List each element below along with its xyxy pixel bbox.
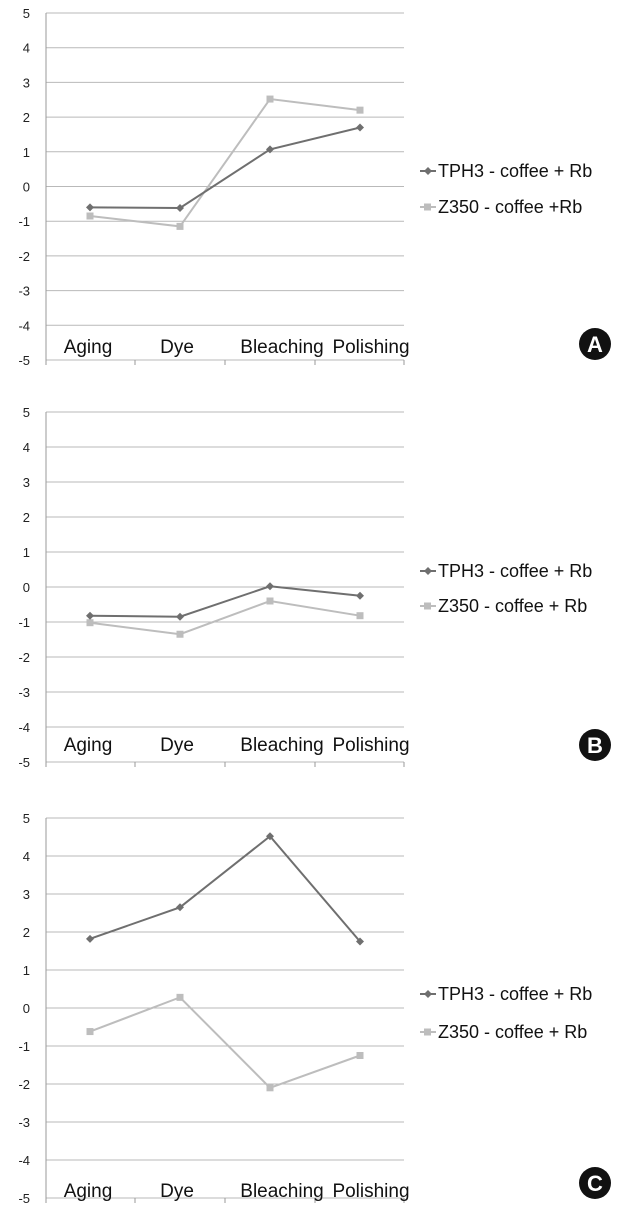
legend-marker-square (424, 602, 431, 610)
series-line-square (89, 996, 361, 1089)
legend-marker-diamond (424, 167, 432, 175)
data-point-square (176, 993, 184, 1001)
y-tick-label: -4 (18, 720, 30, 735)
y-tick-label: 3 (23, 887, 30, 902)
legend-label: TPH3 - coffee + Rb (438, 984, 592, 1004)
y-tick-label: -4 (18, 318, 30, 333)
x-category-label: Dye (160, 1181, 194, 1202)
y-tick-label: -4 (18, 1153, 30, 1168)
x-category-label: Dye (160, 735, 194, 756)
y-tick-label: 5 (23, 811, 30, 826)
series-line-diamond (89, 834, 361, 943)
panel-badge-label: C (587, 1171, 603, 1196)
series-line-square (89, 599, 361, 636)
panel-badge-label: A (587, 332, 603, 357)
data-point-diamond (356, 591, 364, 600)
y-tick-label: 0 (23, 1001, 30, 1016)
y-tick-label: 3 (23, 475, 30, 490)
y-tick-label: 1 (23, 963, 30, 978)
y-tick-label: 0 (23, 580, 30, 595)
legend-label: Z350 - coffee +Rb (438, 197, 582, 217)
y-tick-label: -3 (18, 284, 30, 299)
data-point-diamond (86, 934, 94, 943)
y-tick-label: 5 (23, 405, 30, 420)
data-point-diamond (86, 611, 94, 620)
y-tick-label: 1 (23, 545, 30, 560)
y-tick-label: -1 (18, 214, 30, 229)
y-tick-label: -3 (18, 1115, 30, 1130)
legend-label: TPH3 - coffee + Rb (438, 561, 592, 581)
legend-label: Z350 - coffee + Rb (438, 1022, 587, 1042)
chart-panel-c: -5 -4 -3 -2 -1 0 1 2 3 4 5 Aging Dye Bleaching Polishi… (18, 811, 611, 1205)
legend-marker-square (424, 1028, 431, 1036)
y-tick-label: -5 (18, 353, 30, 368)
x-category-label: Bleaching (240, 1181, 323, 1202)
y-tick-label: -2 (18, 249, 30, 264)
y-tick-label: -1 (18, 1039, 30, 1054)
y-tick-label: -3 (18, 685, 30, 700)
data-point-square (266, 1084, 274, 1092)
x-category-label: Dye (160, 337, 194, 358)
data-point-diamond (266, 832, 274, 841)
x-category-label: Bleaching (240, 337, 323, 358)
series-line-diamond (89, 585, 361, 618)
data-point-square (86, 212, 94, 220)
y-tick-label: 1 (23, 145, 30, 160)
panel-badge (579, 1167, 611, 1199)
data-point-square (86, 1028, 94, 1036)
data-point-diamond (356, 123, 364, 132)
x-category-label: Polishing (332, 337, 409, 358)
data-point-square (86, 619, 94, 627)
data-point-diamond (356, 937, 364, 946)
y-tick-label: 3 (23, 75, 30, 90)
data-point-square (176, 630, 184, 638)
data-point-diamond (86, 203, 94, 212)
data-point-square (356, 612, 364, 620)
x-category-label: Aging (64, 735, 113, 756)
y-tick-label: 4 (23, 41, 30, 56)
y-tick-label: -5 (18, 755, 30, 770)
panel-badge (579, 328, 611, 360)
y-tick-label: 0 (23, 180, 30, 195)
x-category-label: Bleaching (240, 735, 323, 756)
series-line-square (89, 97, 361, 228)
legend-marker-diamond (424, 567, 432, 575)
y-tick-label: 2 (23, 510, 30, 525)
y-tick-label: 4 (23, 440, 30, 455)
y-tick-label: -1 (18, 615, 30, 630)
panel-badge-label: B (587, 733, 603, 758)
legend-label: Z350 - coffee + Rb (438, 596, 587, 616)
y-tick-label: -2 (18, 650, 30, 665)
y-tick-label: 4 (23, 849, 30, 864)
y-tick-label: -2 (18, 1077, 30, 1092)
x-category-label: Polishing (332, 735, 409, 756)
x-category-label: Aging (64, 337, 113, 358)
data-point-diamond (266, 145, 274, 154)
y-tick-label: 2 (23, 110, 30, 125)
chart-panel-b: -5 -4 -3 -2 -1 0 1 2 3 4 5 Aging Dye Bleaching Polishi… (18, 405, 611, 770)
data-point-diamond (176, 612, 184, 621)
panel-badge (579, 729, 611, 761)
legend-label: TPH3 - coffee + Rb (438, 161, 592, 181)
data-point-diamond (176, 903, 184, 912)
data-point-square (356, 106, 364, 114)
legend-marker-diamond (424, 990, 432, 998)
x-category-label: Aging (64, 1181, 113, 1202)
data-point-square (356, 1052, 364, 1059)
data-point-square (176, 222, 184, 230)
y-tick-label: 5 (23, 6, 30, 21)
y-tick-label: 2 (23, 925, 30, 940)
data-point-square (266, 95, 274, 103)
data-point-diamond (266, 582, 274, 591)
data-point-square (266, 597, 274, 605)
series-line-diamond (89, 126, 361, 210)
legend-marker-square (424, 203, 431, 211)
y-tick-label: -5 (18, 1191, 30, 1205)
chart-panel-a: -5 -4 -3 -2 -1 0 1 2 3 4 5 Aging Dye Bleaching Polishi… (18, 6, 611, 368)
x-category-label: Polishing (332, 1181, 409, 1202)
data-point-diamond (176, 204, 184, 213)
